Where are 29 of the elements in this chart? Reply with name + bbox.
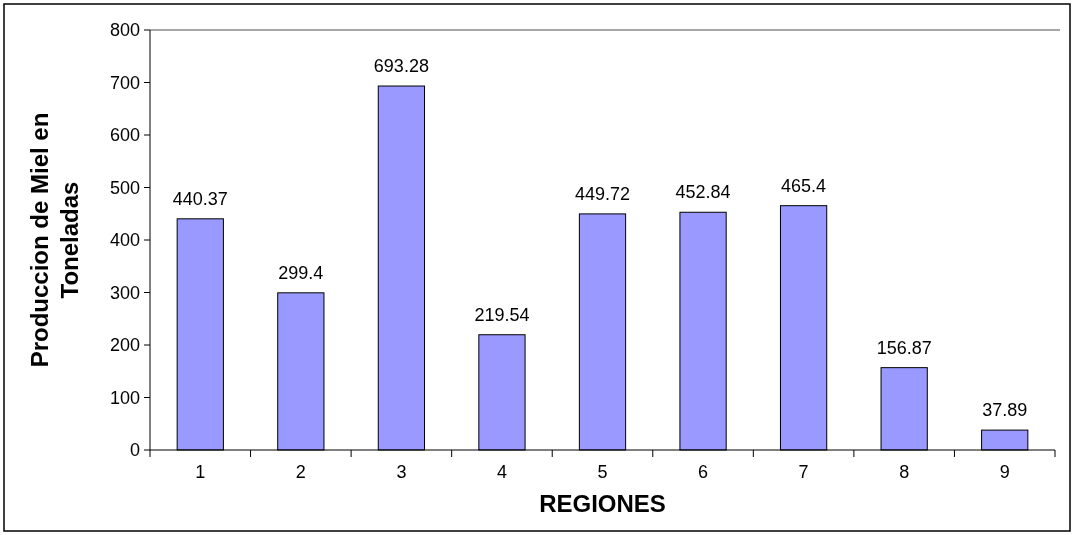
x-tick-label: 5 — [597, 462, 608, 482]
y-tick-label: 0 — [129, 440, 140, 461]
data-label: 693.28 — [373, 56, 429, 77]
x-tick-label: 2 — [295, 462, 306, 482]
x-tick-label: 9 — [999, 462, 1010, 482]
data-label: 440.37 — [172, 188, 228, 209]
y-tick-label: 500 — [109, 177, 140, 198]
x-tick-label: 4 — [496, 462, 507, 482]
y-tick-label: 600 — [109, 125, 140, 146]
data-label: 156.87 — [876, 337, 932, 358]
data-label: 219.54 — [474, 304, 530, 325]
y-axis-title: Produccion de Miel en Toneladas — [26, 112, 83, 368]
x-axis-title: REGIONES — [539, 490, 666, 517]
data-label: 37.89 — [982, 400, 1028, 421]
data-label: 465.4 — [781, 175, 827, 196]
y-tick-label: 700 — [109, 72, 140, 93]
data-label: 299.4 — [278, 262, 324, 283]
x-tick-label: 3 — [396, 462, 407, 482]
y-tick-label: 800 — [109, 20, 140, 41]
x-tick-label: 1 — [195, 462, 206, 482]
data-label: 449.72 — [574, 183, 631, 204]
x-tick-label: 8 — [899, 462, 910, 482]
data-label: 452.84 — [675, 182, 731, 203]
y-tick-label: 100 — [109, 387, 140, 408]
x-tick-label: 7 — [798, 462, 809, 482]
y-tick-label: 300 — [109, 282, 140, 303]
y-tick-label: 200 — [109, 335, 140, 356]
y-tick-label: 400 — [109, 230, 140, 251]
x-tick-label: 6 — [698, 462, 709, 482]
